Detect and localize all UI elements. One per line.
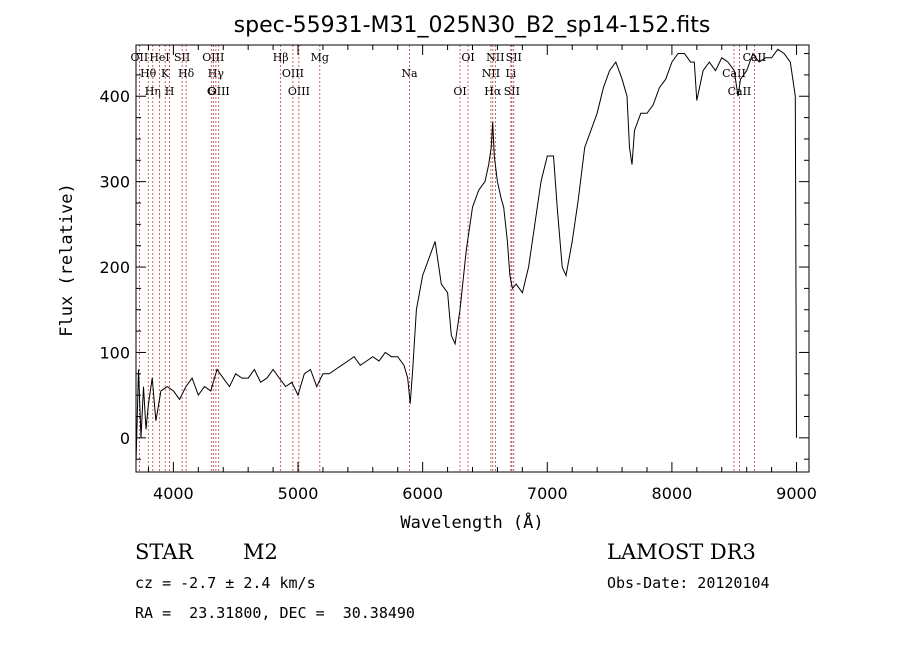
axis-ticks: 4000 5000 6000 7000 8000 9000 0 100 200 300 400 <box>99 45 817 503</box>
emission-line-label: OIII <box>202 51 224 64</box>
chart-title: spec-55931-M31_025N30_B2_sp14-152.fits <box>234 13 711 38</box>
emission-line-label: HeI <box>149 51 169 64</box>
redshift-velocity: cz = -2.7 ± 2.4 km/s <box>135 574 316 592</box>
spectrum-series-line <box>135 48 797 464</box>
emission-line-label: CaII <box>728 85 752 98</box>
emission-line-label: SII <box>506 51 522 64</box>
emission-line-label: Hβ <box>273 51 289 64</box>
x-tick-label: 5000 <box>278 484 319 503</box>
emission-line-label: NII <box>482 67 500 80</box>
emission-line-label: SII <box>174 51 190 64</box>
emission-line-markers: OIIHθHηHeIKHSIIHδGOIIIHγOIIIHβOIIIOIIIMg… <box>131 45 767 472</box>
x-axis-label: Wavelength (Å) <box>400 511 543 533</box>
y-axis-label: Flux (relative) <box>57 183 77 337</box>
emission-line-label: Hθ <box>140 67 157 80</box>
ra-dec-coordinates: RA = 23.31800, DEC = 30.38490 <box>135 604 415 622</box>
emission-line-label: OIII <box>208 85 230 98</box>
emission-line-label: SII <box>504 85 520 98</box>
object-subclass: M2 <box>243 540 278 564</box>
x-tick-label: 7000 <box>527 484 568 503</box>
emission-line-label: Na <box>401 67 418 80</box>
x-tick-label: 9000 <box>776 484 817 503</box>
emission-line-label: OII <box>131 51 149 64</box>
x-tick-label: 4000 <box>153 484 194 503</box>
emission-line-label: OIII <box>282 67 304 80</box>
emission-line-label: OIII <box>288 85 310 98</box>
emission-line-label: CaII <box>743 51 767 64</box>
emission-line-label: K <box>161 67 170 80</box>
emission-line-label: Hα <box>484 85 502 98</box>
plot-frame <box>135 44 810 473</box>
x-tick-label: 6000 <box>402 484 443 503</box>
emission-line-label: OI <box>461 51 474 64</box>
y-tick-label: 100 <box>99 343 130 362</box>
emission-line-label: Li <box>505 67 516 80</box>
emission-line-label: G <box>207 85 216 98</box>
emission-line-label: CaII <box>722 67 746 80</box>
emission-line-label: Hγ <box>208 67 225 80</box>
emission-line-label: OI <box>453 85 466 98</box>
y-tick-label: 200 <box>99 258 130 277</box>
y-tick-label: 300 <box>99 173 130 192</box>
emission-line-label: NII <box>486 51 504 64</box>
y-tick-label: 0 <box>120 429 130 448</box>
survey-name: LAMOST DR3 <box>607 540 756 564</box>
observation-date: Obs-Date: 20120104 <box>607 574 770 592</box>
y-tick-label: 400 <box>99 87 130 106</box>
emission-line-label: H <box>165 85 175 98</box>
emission-line-label: Hη <box>145 85 161 98</box>
emission-line-label: Mg <box>311 51 329 64</box>
x-tick-label: 8000 <box>652 484 693 503</box>
object-class: STAR <box>135 540 194 564</box>
emission-line-label: Hδ <box>178 67 195 80</box>
